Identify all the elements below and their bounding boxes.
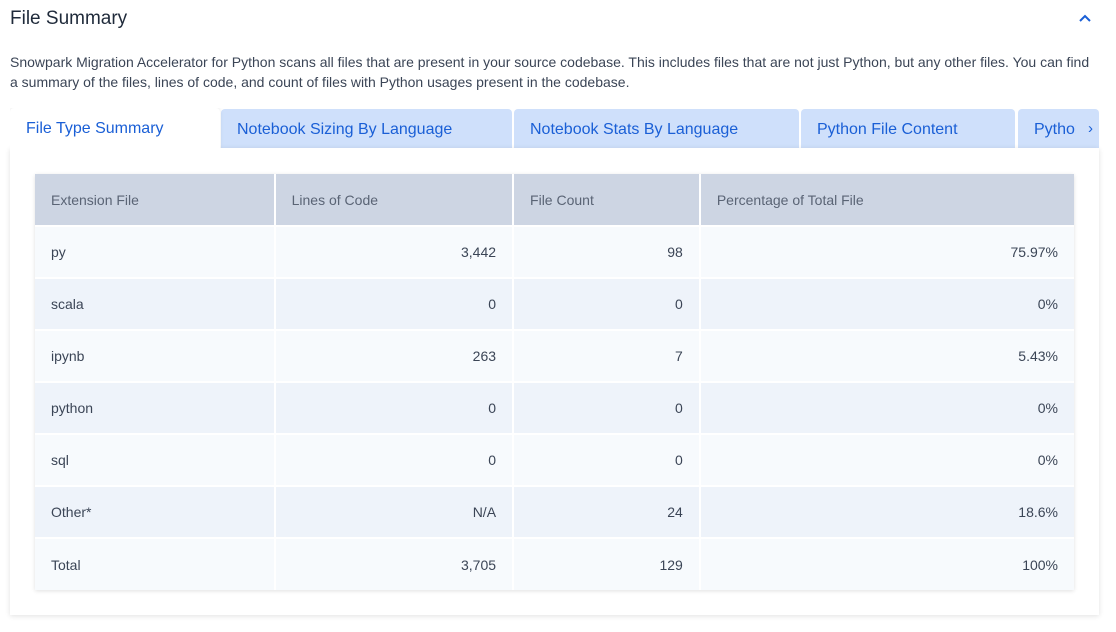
tab-notebook-stats[interactable]: Notebook Stats By Language: [514, 109, 799, 148]
section-title: File Summary: [10, 8, 128, 29]
cell-count: 7: [513, 329, 701, 382]
cell-count: 0: [513, 381, 701, 434]
cell-count: 0: [513, 277, 701, 330]
tab-file-type-summary[interactable]: File Type Summary: [10, 108, 220, 148]
cell-extension: ipynb: [35, 329, 276, 382]
cell-percentage: 100%: [699, 537, 1074, 590]
cell-percentage: 0%: [699, 381, 1074, 434]
cell-count: 0: [513, 433, 701, 486]
cell-percentage: 75.97%: [699, 225, 1074, 278]
cell-extension: python: [35, 381, 276, 434]
cell-count: 24: [513, 485, 701, 538]
header-lines: Lines of Code: [274, 174, 515, 226]
cell-percentage: 5.43%: [699, 329, 1074, 382]
tab-python[interactable]: Python: [1018, 109, 1099, 148]
tab-python-label: Python: [1034, 121, 1076, 138]
chevron-right-icon[interactable]: ›: [1088, 120, 1093, 137]
table-row: ipynb 263 7 5.43%: [35, 329, 1074, 382]
chevron-up-icon[interactable]: [1076, 10, 1094, 28]
table-row: Other* N/A 24 18.6%: [35, 485, 1074, 538]
cell-percentage: 0%: [699, 433, 1074, 486]
cell-lines: 0: [274, 277, 515, 330]
cell-lines: 0: [274, 433, 515, 486]
cell-lines: 0: [274, 381, 515, 434]
cell-extension: scala: [35, 277, 276, 330]
cell-percentage: 0%: [699, 277, 1074, 330]
tab-panel: Extension File Lines of Code File Count …: [10, 148, 1099, 615]
cell-lines: 263: [274, 329, 515, 382]
cell-lines: N/A: [274, 485, 515, 538]
table-row: python 0 0 0%: [35, 381, 1074, 434]
file-type-table: Extension File Lines of Code File Count …: [35, 174, 1074, 590]
cell-count: 129: [513, 537, 701, 590]
table-row: Total 3,705 129 100%: [35, 537, 1074, 590]
cell-percentage: 18.6%: [699, 485, 1074, 538]
cell-count: 98: [513, 225, 701, 278]
cell-lines: 3,705: [274, 537, 515, 590]
tab-bar: File Type Summary Notebook Sizing By Lan…: [10, 108, 1099, 148]
header-percentage: Percentage of Total File: [699, 174, 1074, 226]
tab-python-file-content[interactable]: Python File Content: [801, 109, 1015, 148]
cell-extension: Other*: [35, 485, 276, 538]
cell-extension: Total: [35, 537, 276, 590]
header-extension: Extension File: [35, 174, 276, 226]
cell-extension: py: [35, 225, 276, 278]
table-row: sql 0 0 0%: [35, 433, 1074, 486]
cell-lines: 3,442: [274, 225, 515, 278]
table-row: scala 0 0 0%: [35, 277, 1074, 330]
tab-notebook-sizing[interactable]: Notebook Sizing By Language: [221, 109, 512, 148]
header-count: File Count: [513, 174, 701, 226]
table-row: py 3,442 98 75.97%: [35, 225, 1074, 278]
section-description: Snowpark Migration Accelerator for Pytho…: [10, 54, 1090, 90]
cell-extension: sql: [35, 433, 276, 486]
